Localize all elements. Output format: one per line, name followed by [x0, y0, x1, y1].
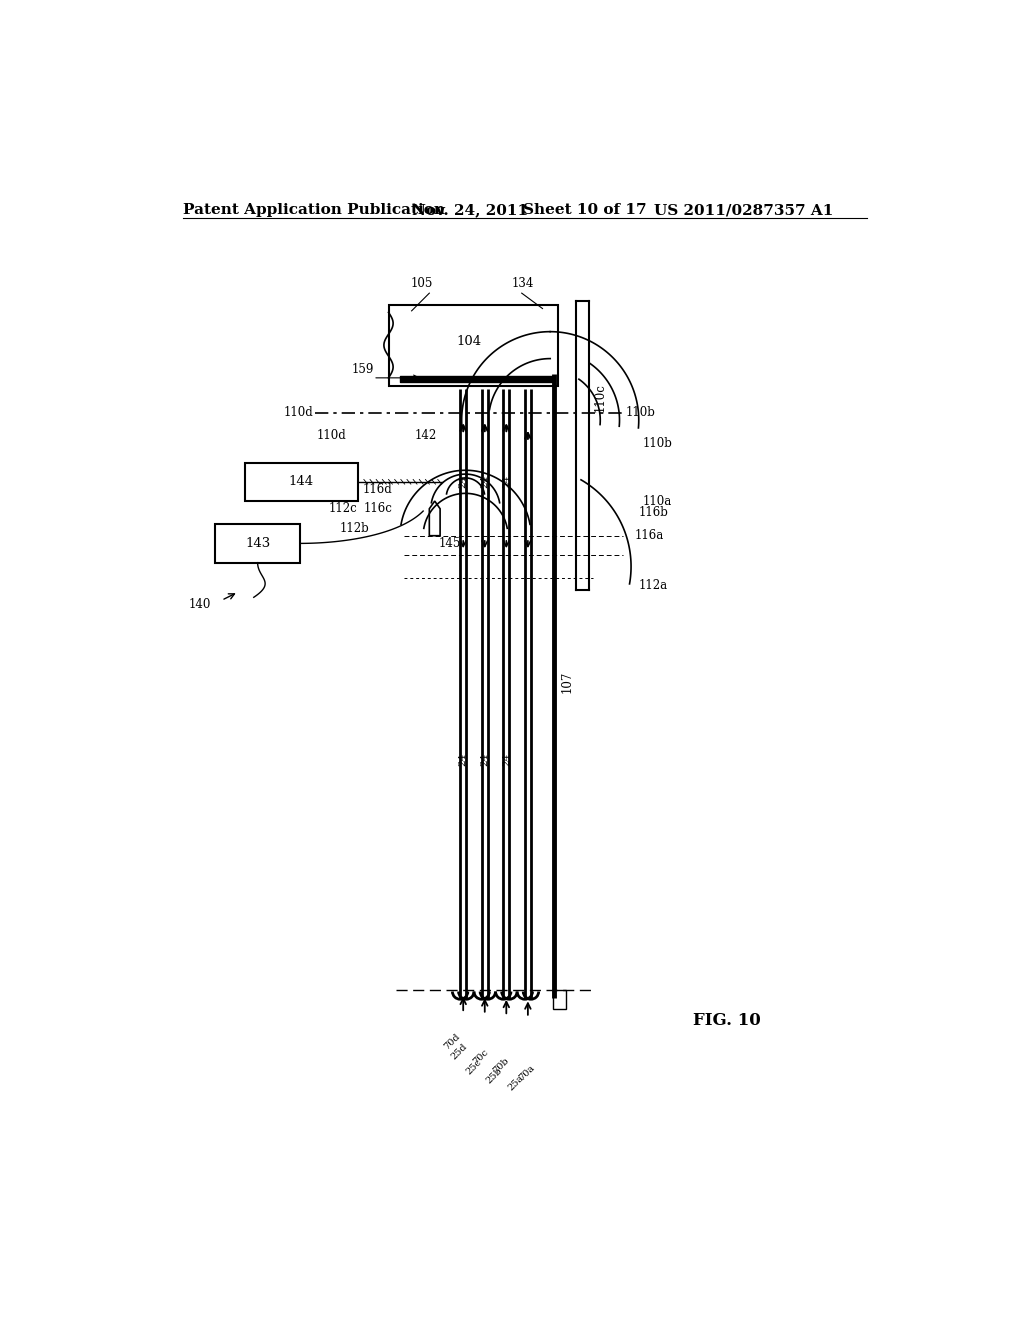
- Text: 70b: 70b: [492, 1056, 511, 1074]
- Text: 104: 104: [457, 335, 482, 347]
- Text: 25c: 25c: [465, 1057, 483, 1077]
- Text: 144: 144: [289, 475, 313, 488]
- Text: 110d: 110d: [284, 407, 313, 418]
- Text: 25a: 25a: [506, 1073, 525, 1093]
- Text: 110a: 110a: [643, 495, 672, 508]
- Text: 24: 24: [502, 752, 511, 766]
- Text: FIG. 10: FIG. 10: [692, 1012, 761, 1030]
- Text: 24: 24: [459, 475, 468, 488]
- Text: Nov. 24, 2011: Nov. 24, 2011: [412, 203, 527, 216]
- Text: 110b: 110b: [626, 407, 655, 418]
- Text: 25d: 25d: [450, 1043, 469, 1061]
- Text: 159: 159: [352, 363, 375, 376]
- Text: US 2011/0287357 A1: US 2011/0287357 A1: [654, 203, 834, 216]
- Text: 143: 143: [245, 537, 270, 550]
- Text: 116d: 116d: [362, 483, 392, 496]
- Text: 105: 105: [411, 277, 433, 290]
- Text: 70c: 70c: [471, 1048, 490, 1067]
- Bar: [388, 305, 558, 385]
- Text: 116a: 116a: [635, 529, 665, 543]
- Text: 110c: 110c: [593, 383, 606, 412]
- Text: 25b: 25b: [484, 1065, 504, 1085]
- Text: 112b: 112b: [340, 521, 370, 535]
- Text: 112c: 112c: [329, 502, 357, 515]
- Bar: [553, 990, 566, 1010]
- Bar: [215, 524, 300, 562]
- Text: 70a: 70a: [517, 1063, 537, 1082]
- Bar: [245, 462, 357, 502]
- Text: 142: 142: [415, 429, 437, 442]
- Text: Patent Application Publication: Patent Application Publication: [183, 203, 444, 216]
- Text: 110d: 110d: [316, 429, 346, 442]
- Text: 116c: 116c: [364, 502, 392, 515]
- Text: 116b: 116b: [639, 506, 669, 519]
- Text: 110b: 110b: [643, 437, 673, 450]
- Text: 24: 24: [480, 475, 489, 488]
- Text: Sheet 10 of 17: Sheet 10 of 17: [523, 203, 647, 216]
- Text: 24: 24: [459, 752, 468, 766]
- Text: 24: 24: [480, 752, 489, 766]
- Polygon shape: [429, 502, 440, 536]
- Text: 140: 140: [189, 598, 211, 611]
- Text: 24: 24: [502, 475, 511, 488]
- Text: 70d: 70d: [442, 1032, 462, 1052]
- Text: 145: 145: [438, 537, 461, 550]
- Text: 107: 107: [560, 671, 573, 693]
- Text: 112a: 112a: [639, 579, 668, 593]
- Text: 134: 134: [512, 277, 535, 290]
